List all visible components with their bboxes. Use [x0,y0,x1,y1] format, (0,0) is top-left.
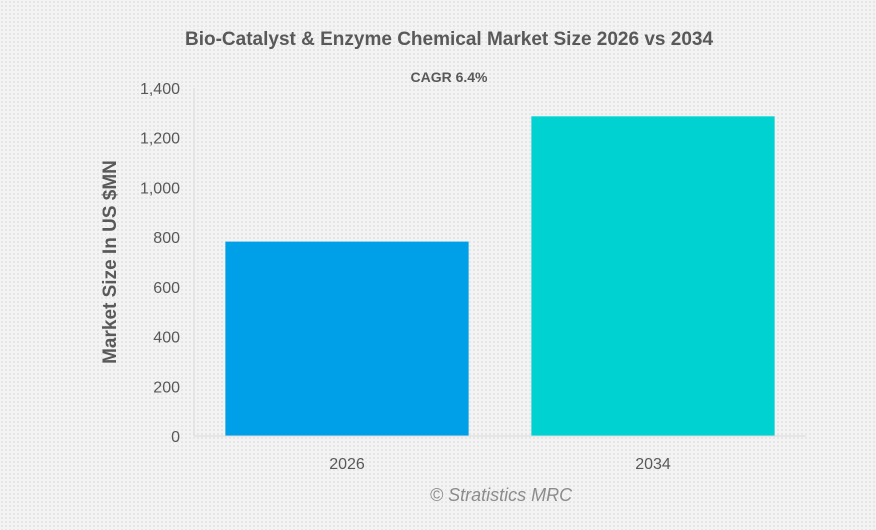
y-tick-label: 0 [171,429,180,446]
bars [225,116,775,436]
y-axis-ticks: 0 200 400 600 800 1,000 1,200 1,400 [140,81,180,446]
x-axis-ticks: 2026 2034 [329,456,671,473]
chart-title: Bio-Catalyst & Enzyme Chemical Market Si… [185,29,713,50]
x-tick-label: 2034 [635,456,671,473]
y-tick-label: 1,000 [140,180,180,197]
y-tick-label: 400 [153,330,180,347]
credit-text: © Stratistics MRC [430,485,573,505]
y-tick-label: 200 [153,379,180,396]
bar-2026 [225,241,469,436]
y-tick-label: 800 [153,230,180,247]
y-tick-label: 1,400 [140,81,180,98]
y-axis-label: Market Size In US $MN [100,160,121,364]
x-tick-label: 2026 [329,456,365,473]
y-tick-label: 600 [153,280,180,297]
cagr-annotation: CAGR 6.4% [410,69,488,85]
bar-2034 [531,116,775,436]
y-tick-label: 1,200 [140,131,180,148]
